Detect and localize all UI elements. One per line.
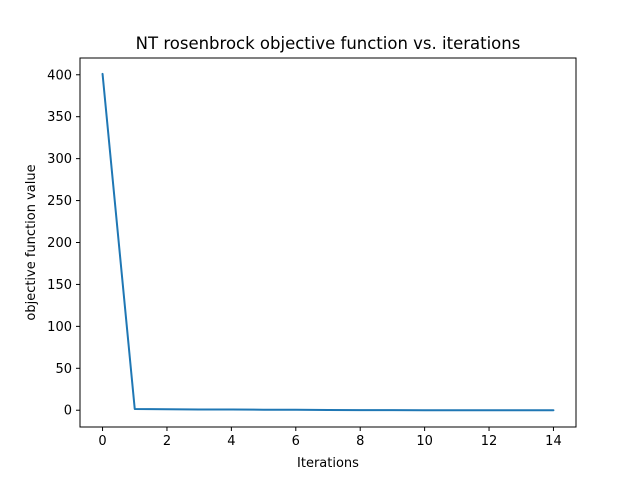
y-tick-label: 100 — [47, 320, 72, 335]
y-tick-label: 50 — [55, 362, 72, 377]
plot-area — [101, 72, 555, 412]
x-axis: 0 2 4 6 8 10 12 14 — [98, 427, 562, 449]
y-tick-label: 250 — [47, 194, 72, 209]
series-line — [101, 72, 555, 412]
y-axis-label: objective function value — [24, 164, 39, 320]
y-tick-label: 350 — [47, 110, 72, 125]
x-tick-label: 4 — [227, 434, 235, 449]
x-tick-label: 6 — [292, 434, 300, 449]
y-tick-label: 0 — [64, 404, 72, 419]
x-tick-label: 0 — [98, 434, 106, 449]
y-axis: 0 50 100 150 200 250 300 350 400 — [47, 68, 80, 419]
x-tick-label: 10 — [416, 434, 433, 449]
x-axis-label: Iterations — [297, 456, 359, 471]
x-tick-label: 14 — [545, 434, 562, 449]
chart-title: NT rosenbrock objective function vs. ite… — [136, 34, 521, 53]
y-tick-label: 200 — [47, 236, 72, 251]
x-tick-label: 2 — [163, 434, 171, 449]
y-tick-label: 300 — [47, 152, 72, 167]
y-tick-label: 150 — [47, 278, 72, 293]
x-tick-label: 8 — [356, 434, 364, 449]
y-tick-label: 400 — [47, 68, 72, 83]
x-tick-label: 12 — [481, 434, 498, 449]
